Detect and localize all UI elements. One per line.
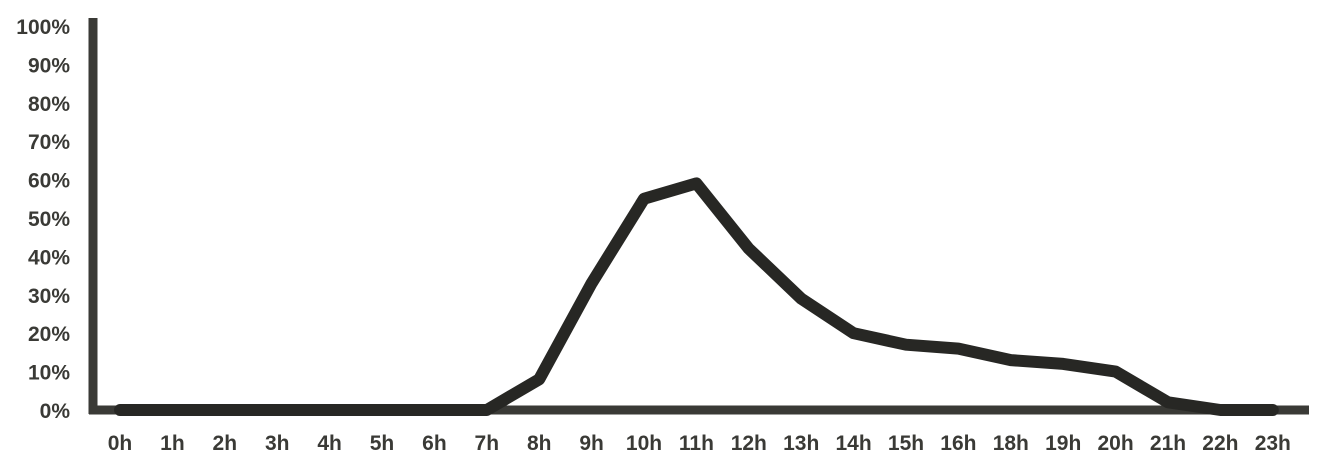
x-tick-label: 20h bbox=[1098, 432, 1134, 455]
y-tick-label: 0% bbox=[40, 400, 71, 423]
x-tick-label: 12h bbox=[731, 432, 767, 455]
x-tick-label: 11h bbox=[679, 432, 714, 455]
x-tick-label: 22h bbox=[1202, 432, 1238, 455]
x-tick-label: 1h bbox=[160, 432, 185, 455]
x-tick-label: 6h bbox=[422, 432, 447, 455]
x-tick-label: 14h bbox=[836, 432, 872, 455]
x-tick-label: 19h bbox=[1045, 432, 1081, 455]
y-tick-label: 100% bbox=[16, 16, 70, 39]
y-tick-label: 30% bbox=[28, 285, 70, 308]
series-line bbox=[114, 177, 1279, 416]
x-tick-label: 3h bbox=[265, 432, 290, 455]
y-tick-label: 50% bbox=[28, 208, 70, 231]
x-tick-label: 13h bbox=[783, 432, 819, 455]
x-tick-label: 5h bbox=[370, 432, 395, 455]
x-tick-label: 23h bbox=[1255, 432, 1291, 455]
x-tick-label: 0h bbox=[108, 432, 133, 455]
x-tick-label: 21h bbox=[1150, 432, 1186, 455]
y-tick-label: 80% bbox=[28, 93, 70, 116]
y-tick-label: 70% bbox=[28, 131, 70, 154]
x-axis-ticks: 0h 1h 2h 3h 4h 5h 6h 7h 8h 9h 10h 11h 12h 13h 14h 15h 16… bbox=[108, 432, 1291, 455]
x-tick-label: 18h bbox=[993, 432, 1029, 455]
x-tick-label: 15h bbox=[888, 432, 924, 455]
y-tick-label: 90% bbox=[28, 54, 70, 77]
y-tick-label: 20% bbox=[28, 323, 70, 346]
y-tick-label: 10% bbox=[28, 362, 70, 385]
x-tick-label: 2h bbox=[213, 432, 238, 455]
x-tick-label: 4h bbox=[317, 432, 342, 455]
x-tick-label: 9h bbox=[579, 432, 604, 455]
y-axis-ticks: 0% 10% 20% 30% 40% 50% 60% 70% 80% 90% 100% bbox=[16, 16, 70, 423]
y-tick-label: 40% bbox=[28, 246, 70, 269]
x-tick-label: 10h bbox=[626, 432, 662, 455]
y-tick-label: 60% bbox=[28, 170, 70, 193]
x-tick-label: 16h bbox=[940, 432, 976, 455]
x-tick-label: 8h bbox=[527, 432, 552, 455]
x-tick-label: 7h bbox=[475, 432, 500, 455]
